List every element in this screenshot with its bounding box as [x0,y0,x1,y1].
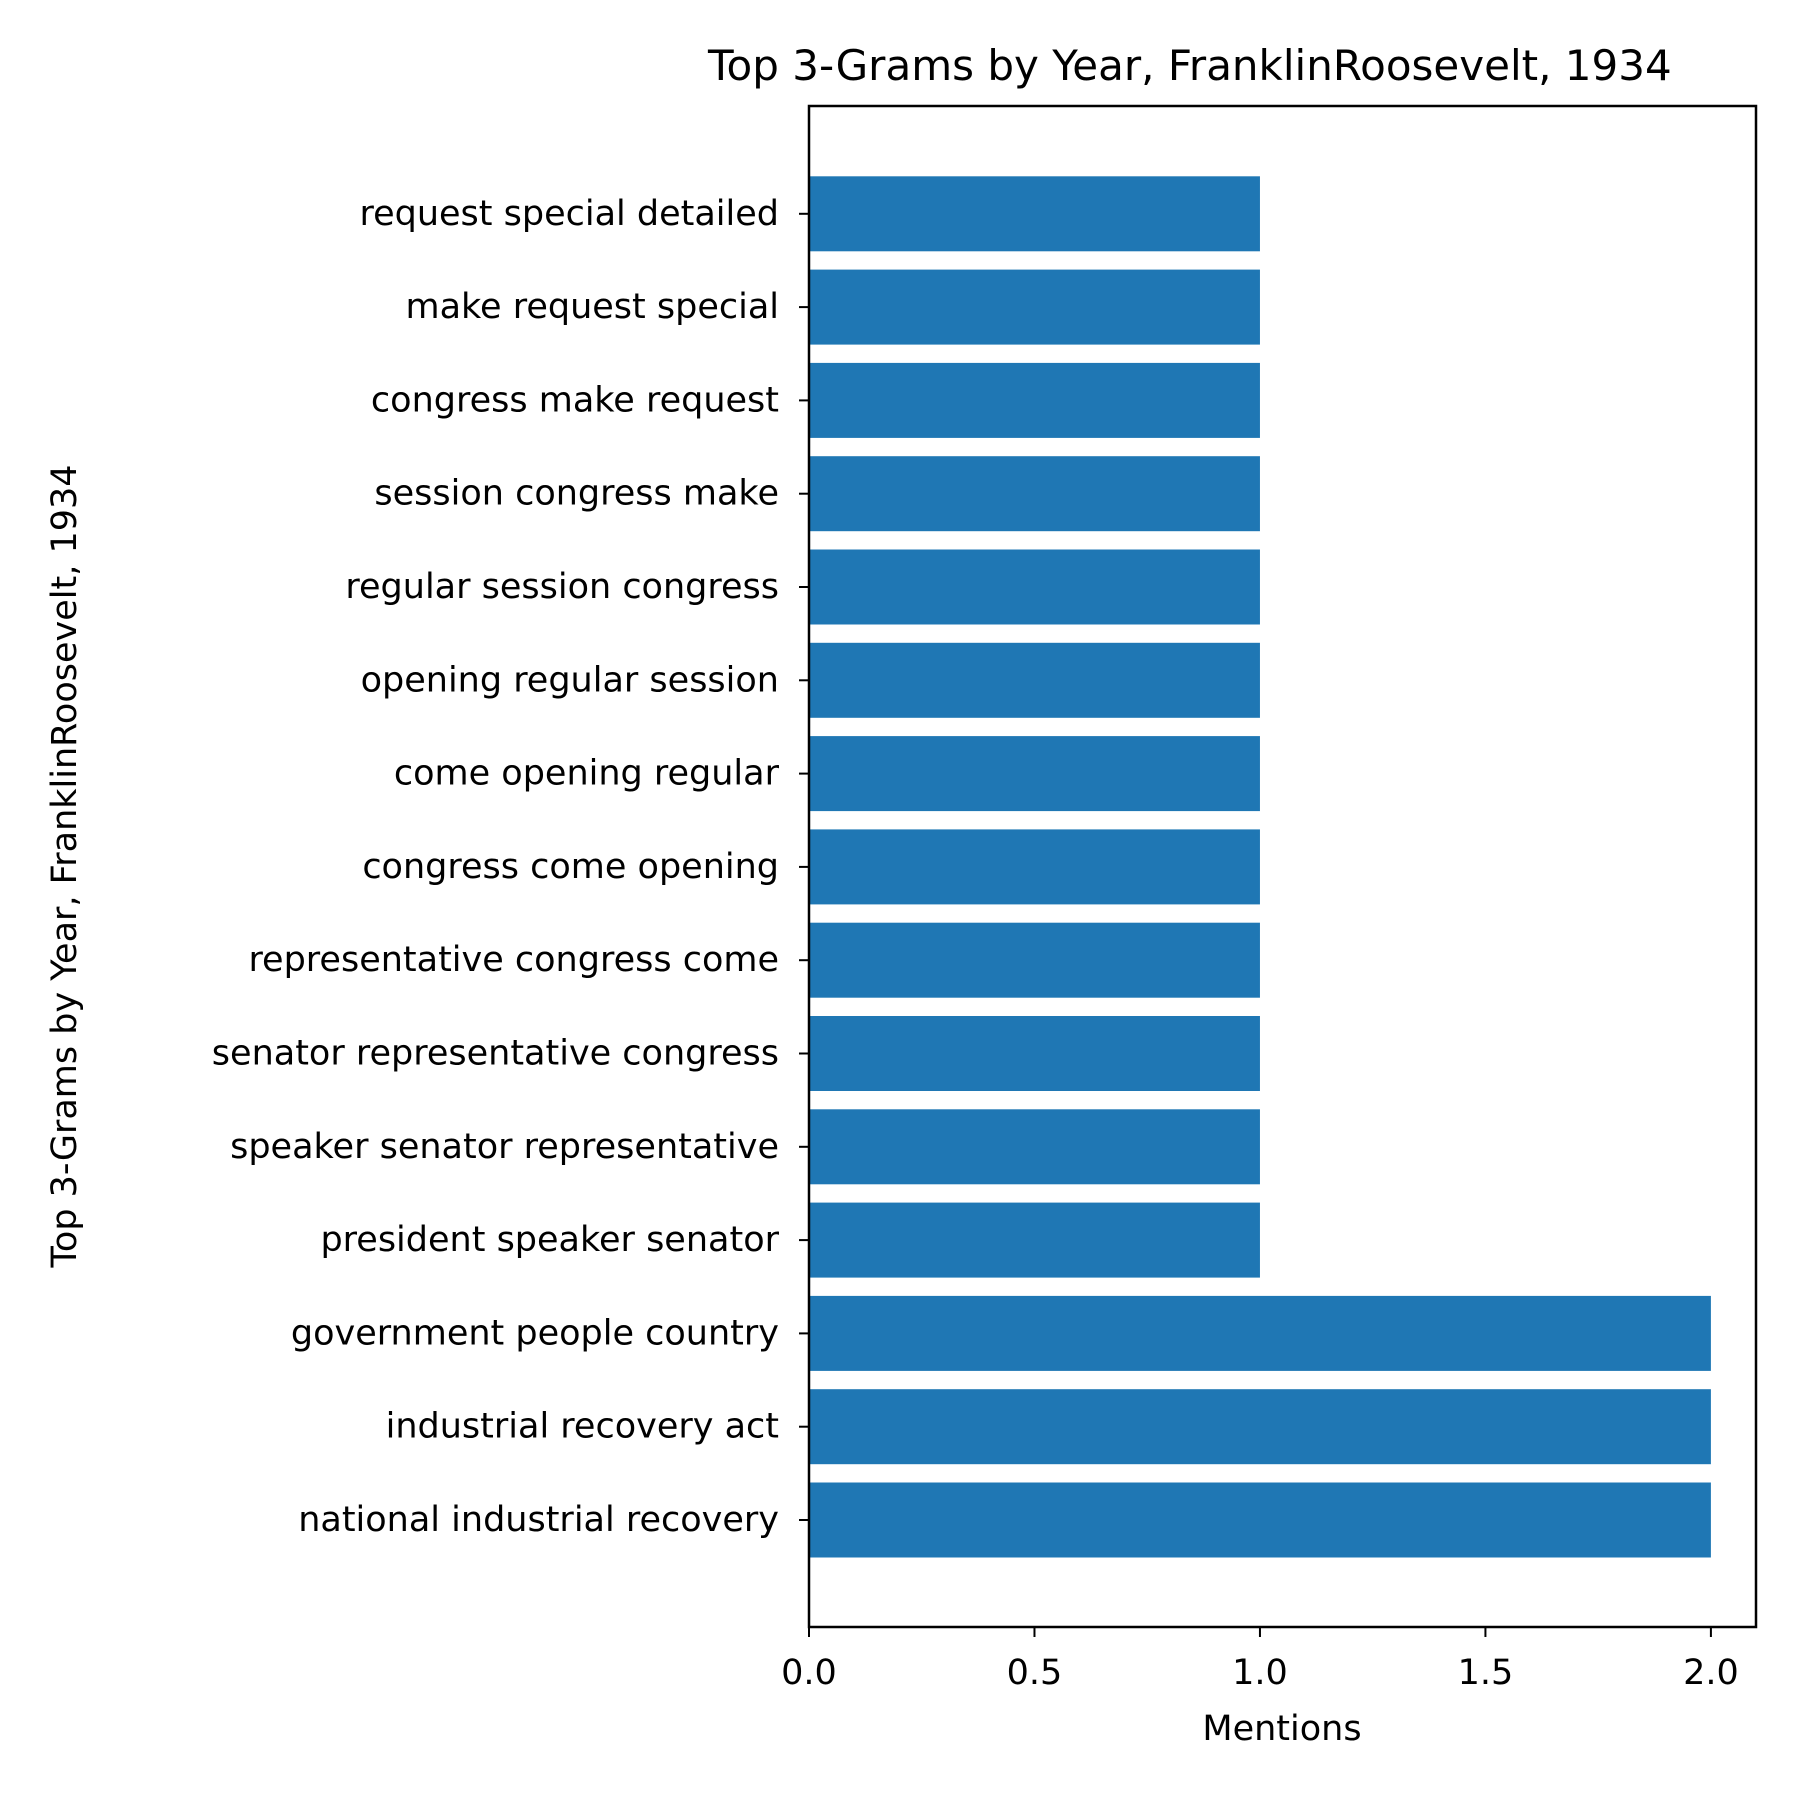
bar [809,362,1260,438]
bar [809,1295,1711,1371]
x-axis-ticks: 0.0 0.5 1.0 1.5 2.0 [781,1627,1739,1693]
chart-title: Top 3-Grams by Year, FranklinRoosevelt, … [707,41,1672,90]
y-tick-label: congress come opening [362,847,779,887]
y-axis-ticks: national industrial recovery industrial r… [212,194,809,1540]
bar [809,1109,1260,1185]
x-tick-label: 0.5 [1007,1653,1063,1693]
bar [809,1202,1260,1278]
x-tick-label: 2.0 [1683,1653,1739,1693]
bar [809,549,1260,625]
bar [809,1482,1711,1558]
y-tick-label: congress make request [371,380,779,420]
y-tick-label: session congress make [374,474,779,514]
y-tick-label: regular session congress [345,567,779,607]
x-tick-label: 0.0 [781,1653,837,1693]
y-axis-label: Top 3-Grams by Year, FranklinRoosevelt, … [45,464,85,1268]
bar [809,642,1260,718]
y-tick-label: representative congress come [248,940,779,980]
y-tick-label: national industrial recovery [298,1500,779,1540]
bar [809,456,1260,532]
y-tick-label: speaker senator representative [230,1127,779,1167]
bar [809,176,1260,252]
x-axis-label: Mentions [1202,1709,1361,1749]
bar [809,922,1260,998]
bar [809,1389,1711,1465]
y-tick-label: make request special [405,287,779,327]
y-tick-label: senator representative congress [212,1034,779,1074]
plot-frame [807,104,1758,1629]
bar [809,269,1260,345]
y-tick-label: president speaker senator [320,1220,779,1260]
y-tick-label: request special detailed [359,194,779,234]
bar [809,1016,1260,1091]
y-tick-label: come opening regular [394,754,780,794]
y-tick-label: government people country [291,1313,779,1353]
x-tick-label: 1.5 [1458,1653,1514,1693]
bar [809,736,1260,812]
y-tick-label: opening regular session [361,660,779,700]
bars [809,176,1711,1558]
x-tick-label: 1.0 [1232,1653,1288,1693]
bar [809,829,1260,905]
y-tick-label: industrial recovery act [386,1407,779,1447]
